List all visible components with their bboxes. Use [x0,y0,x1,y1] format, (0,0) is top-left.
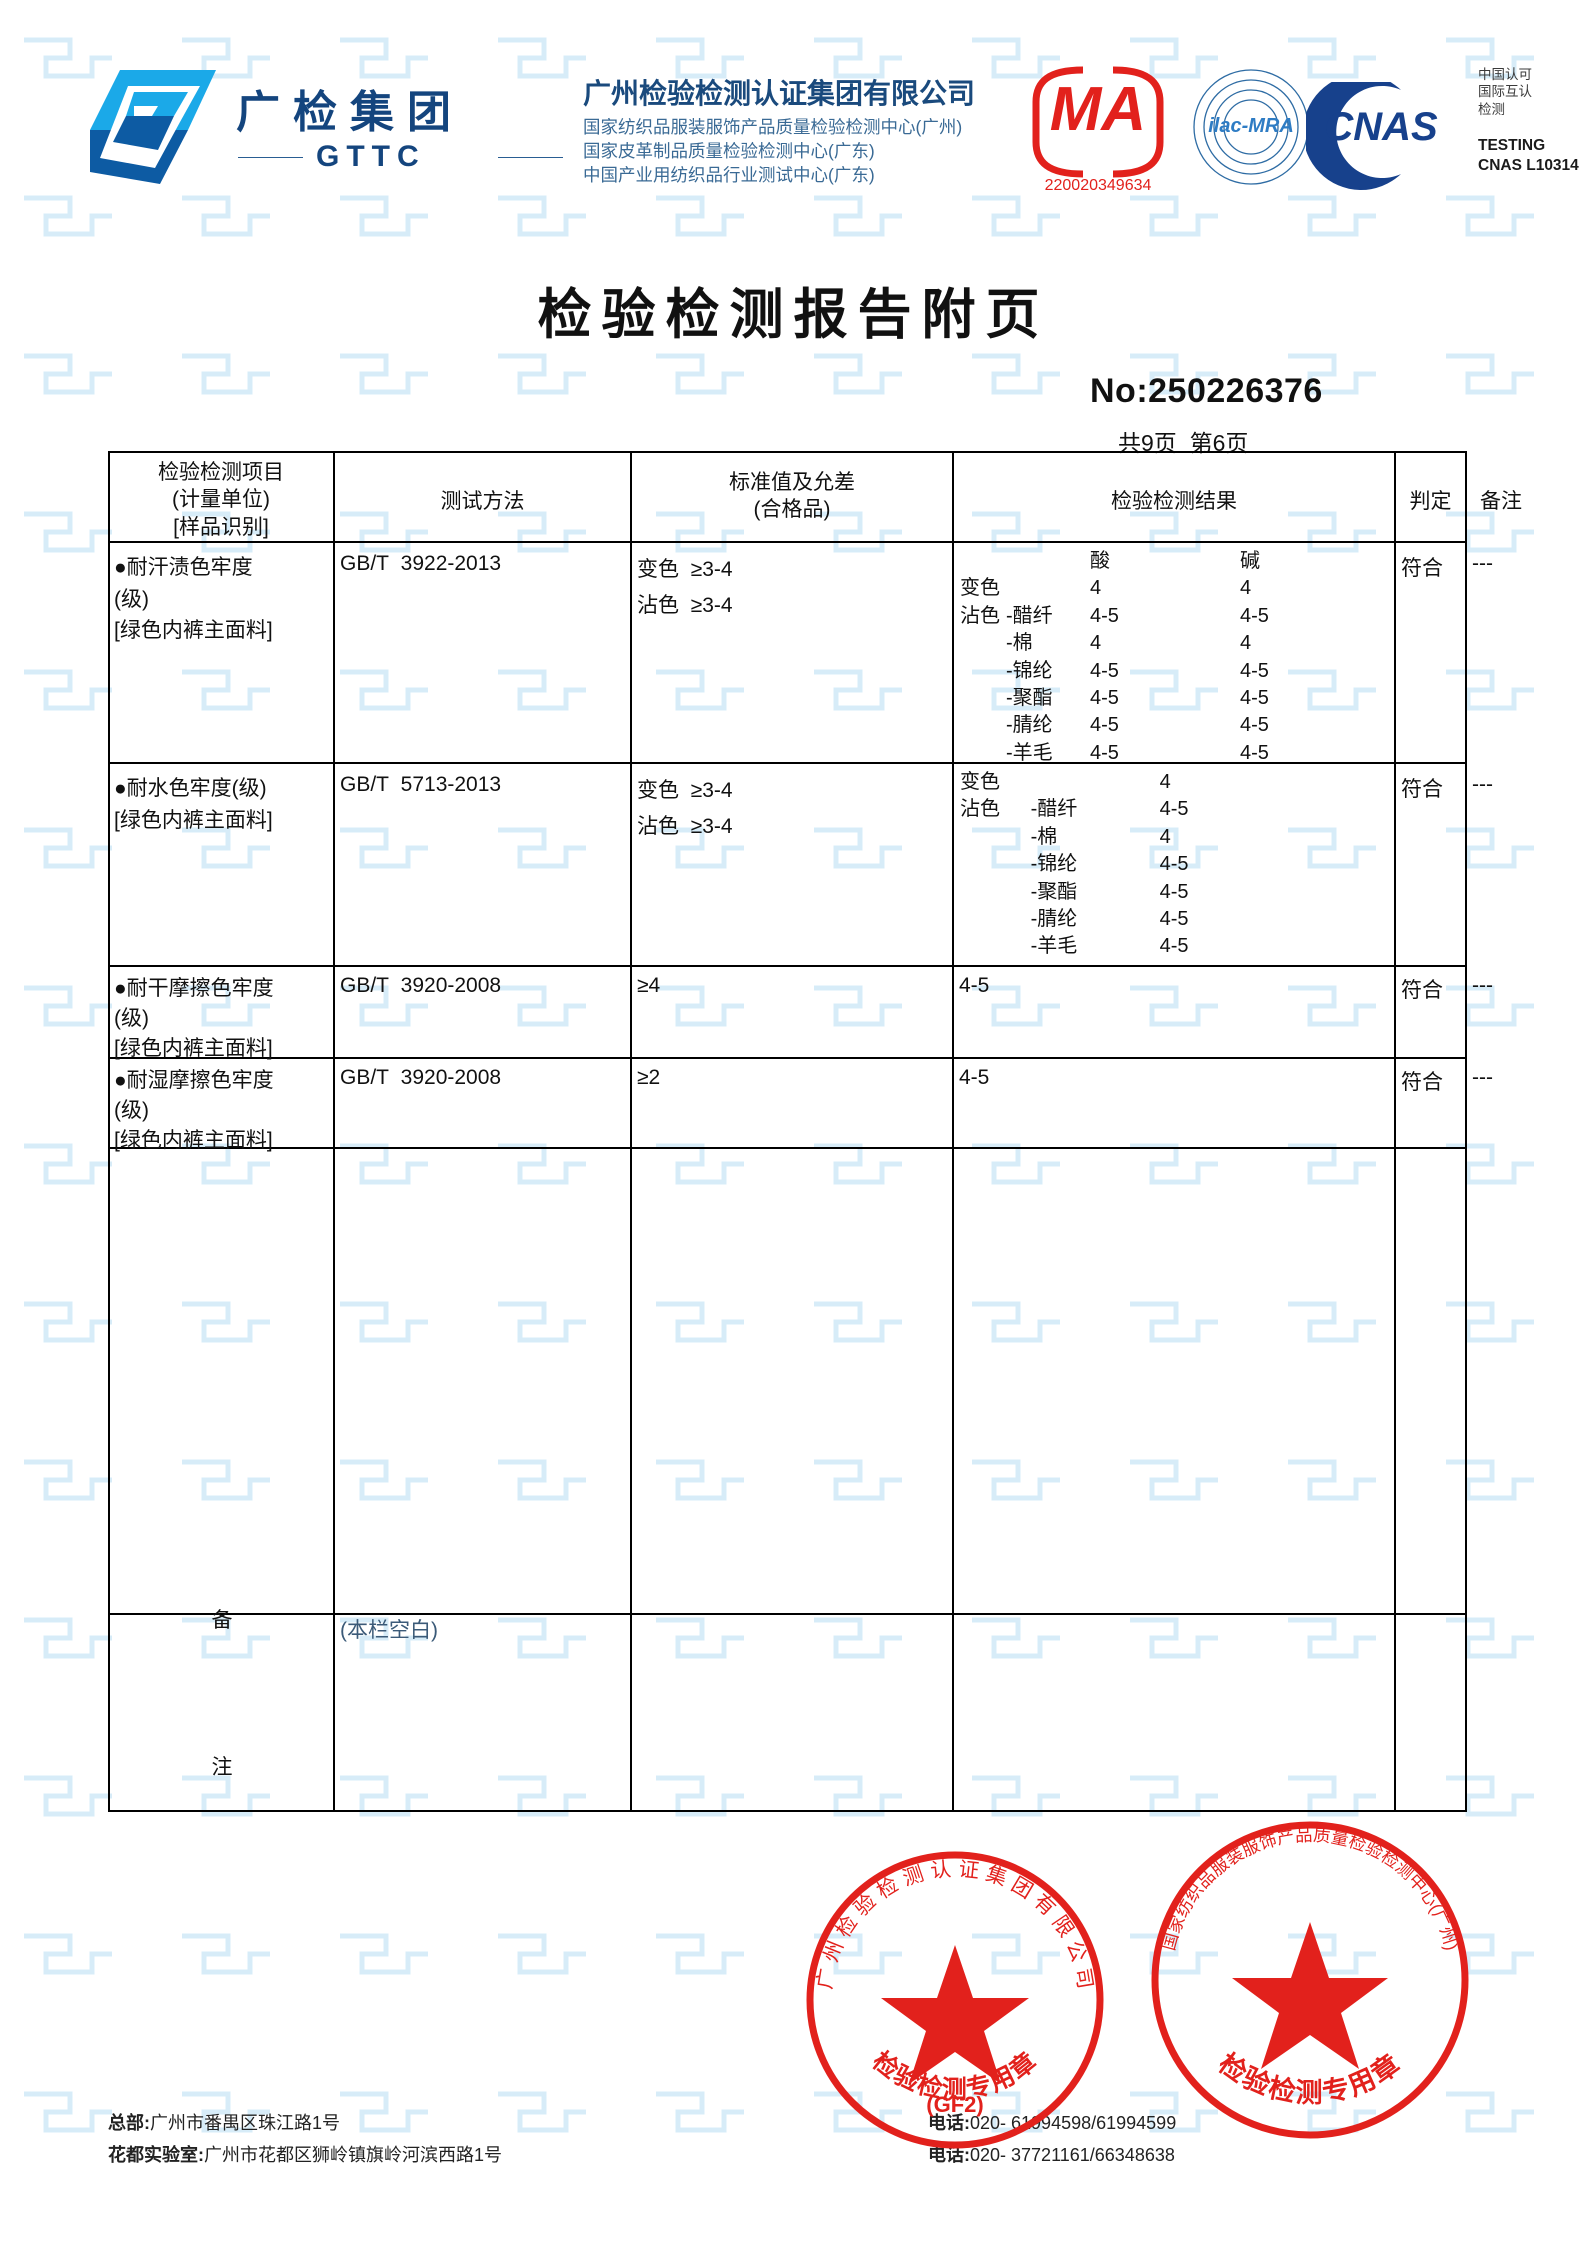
svg-text:检验检测专用章: 检验检测专用章 [1213,2047,1407,2108]
svg-text:(GF2): (GF2) [926,2092,983,2117]
